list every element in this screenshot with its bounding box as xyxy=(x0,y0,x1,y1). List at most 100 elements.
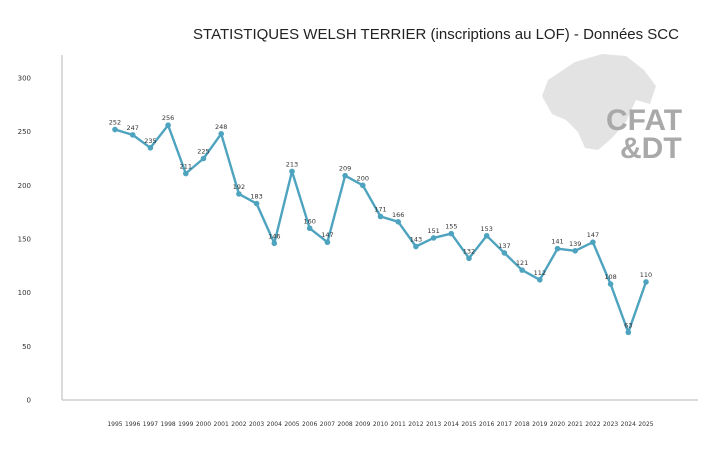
y-tick-label: 50 xyxy=(22,343,31,351)
data-point xyxy=(466,255,472,262)
data-label: 211 xyxy=(180,163,192,171)
data-point xyxy=(572,248,578,254)
data-point xyxy=(360,182,366,189)
series-markers xyxy=(112,122,649,336)
data-point xyxy=(165,122,171,129)
data-label: 166 xyxy=(392,211,404,219)
x-tick-label: 2005 xyxy=(284,421,299,428)
y-axis-ticks: 0 50 100 150 200 250 300 xyxy=(18,75,31,405)
x-tick-label: 1999 xyxy=(178,421,193,428)
x-tick-label: 2016 xyxy=(479,421,494,428)
data-point xyxy=(377,213,384,220)
data-point xyxy=(607,281,614,287)
data-label: 192 xyxy=(233,183,245,191)
chart-title: STATISTIQUES WELSH TERRIER (inscriptions… xyxy=(193,26,679,43)
logo-text-dt: &DT xyxy=(620,132,682,165)
data-point xyxy=(253,200,260,207)
x-tick-label: 2023 xyxy=(603,421,618,428)
x-tick-label: 2013 xyxy=(426,421,441,428)
data-label: 137 xyxy=(498,242,510,250)
data-point xyxy=(413,243,419,250)
data-label: 132 xyxy=(463,247,475,255)
data-label: 110 xyxy=(640,271,652,279)
data-label: 209 xyxy=(339,165,351,173)
data-label: 108 xyxy=(604,273,616,281)
data-label: 121 xyxy=(516,259,528,267)
x-tick-label: 2015 xyxy=(461,421,476,428)
logo-text-cfat: CFAT xyxy=(606,104,682,137)
data-point xyxy=(112,126,118,133)
data-point xyxy=(537,276,543,283)
x-tick-label: 2021 xyxy=(568,421,583,428)
data-point xyxy=(271,240,278,247)
data-point xyxy=(342,172,348,179)
data-label: 213 xyxy=(286,160,298,168)
data-label: 155 xyxy=(445,223,457,231)
data-label: 141 xyxy=(551,238,563,246)
y-tick-label: 250 xyxy=(18,128,31,136)
data-label: 153 xyxy=(480,225,492,233)
data-point xyxy=(483,232,490,239)
data-point xyxy=(554,245,561,252)
x-tick-label: 2014 xyxy=(444,421,459,428)
data-point xyxy=(395,219,402,225)
data-label: 183 xyxy=(250,193,262,201)
y-tick-label: 100 xyxy=(18,289,31,297)
axes xyxy=(61,55,698,401)
data-label: 225 xyxy=(197,148,209,156)
y-tick-label: 150 xyxy=(18,236,31,244)
data-point xyxy=(236,191,242,197)
data-label: 235 xyxy=(144,137,156,145)
data-label: 247 xyxy=(126,124,138,132)
data-point xyxy=(643,279,649,285)
data-point xyxy=(183,170,189,177)
data-label: 63 xyxy=(624,321,632,329)
data-point xyxy=(590,239,596,246)
data-label: 248 xyxy=(215,123,227,131)
data-labels: 252 247 235 256 211 225 248 192 183 146 213 160 147 2… xyxy=(109,114,652,329)
x-tick-label: 2012 xyxy=(408,421,423,428)
x-tick-label: 2000 xyxy=(196,421,211,428)
data-point xyxy=(147,144,154,151)
x-tick-label: 2022 xyxy=(585,421,600,428)
data-point xyxy=(625,329,632,336)
x-tick-label: 2004 xyxy=(267,421,282,428)
x-tick-label: 2019 xyxy=(532,421,547,428)
logo-dog-silhouette xyxy=(542,54,656,150)
x-tick-label: 1995 xyxy=(107,421,122,428)
data-label: 139 xyxy=(569,240,581,248)
data-label: 147 xyxy=(587,231,599,239)
x-tick-label: 1998 xyxy=(160,421,175,428)
data-point xyxy=(501,250,508,256)
data-label: 252 xyxy=(109,119,121,127)
x-tick-label: 2003 xyxy=(249,421,264,428)
logo: CFAT &DT xyxy=(542,54,682,165)
x-axis-ticks: 1995 1996 1997 1998 1999 2000 2001 2002 2003 2004… xyxy=(107,421,653,428)
x-tick-label: 2008 xyxy=(337,421,352,428)
data-label: 112 xyxy=(534,269,546,277)
x-tick-label: 2009 xyxy=(355,421,370,428)
x-tick-label: 1997 xyxy=(143,421,158,428)
x-tick-label: 2001 xyxy=(214,421,229,428)
series-line xyxy=(114,124,648,334)
x-tick-label: 2020 xyxy=(550,421,565,428)
data-point xyxy=(129,132,136,138)
data-point xyxy=(430,235,437,241)
y-tick-label: 0 xyxy=(27,397,31,405)
x-tick-label: 2002 xyxy=(231,421,246,428)
x-tick-label: 2024 xyxy=(621,421,636,428)
data-point xyxy=(200,155,207,162)
y-tick-label: 300 xyxy=(18,75,31,83)
data-label: 256 xyxy=(162,114,174,122)
data-label: 160 xyxy=(303,217,315,225)
data-point xyxy=(519,267,525,273)
y-tick-label: 200 xyxy=(18,182,31,190)
data-point xyxy=(324,239,331,246)
data-point xyxy=(289,168,295,175)
data-point xyxy=(306,225,313,232)
x-tick-label: 2025 xyxy=(638,421,653,428)
data-label: 171 xyxy=(374,205,386,213)
x-tick-label: 2017 xyxy=(497,421,512,428)
x-tick-label: 2011 xyxy=(391,421,406,428)
